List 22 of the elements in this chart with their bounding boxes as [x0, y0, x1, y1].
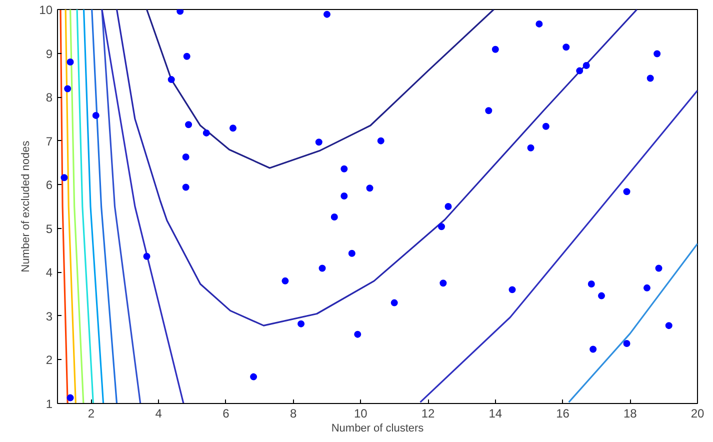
y-tick-label: 10 [39, 3, 53, 17]
y-tick-label: 2 [46, 353, 53, 368]
x-tick-label: 6 [222, 406, 230, 420]
x-tick-label: 2 [88, 406, 95, 420]
y-tick-label: 7 [46, 134, 53, 148]
y-axis-title: Number of excluded nodes [20, 140, 32, 272]
x-tick-label: 8 [290, 406, 297, 420]
x-tick-label: 12 [421, 406, 436, 420]
y-tick-label: 6 [46, 178, 53, 192]
x-tick-label: 14 [488, 406, 502, 420]
y-tick-label: 8 [46, 90, 53, 105]
y-tick-label: 1 [46, 397, 53, 411]
x-axis-title: Number of clusters [331, 422, 424, 434]
x-tick-label: 18 [623, 406, 638, 420]
x-tick-label: 10 [354, 406, 368, 420]
x-tick-label: 20 [690, 406, 704, 420]
y-tick-label: 5 [46, 222, 53, 236]
x-tick-label: 4 [155, 406, 162, 420]
x-tick-label: 16 [556, 406, 570, 420]
y-tick-label: 4 [46, 266, 53, 280]
y-tick-label: 9 [46, 46, 53, 61]
y-tick-label: 3 [46, 309, 53, 324]
